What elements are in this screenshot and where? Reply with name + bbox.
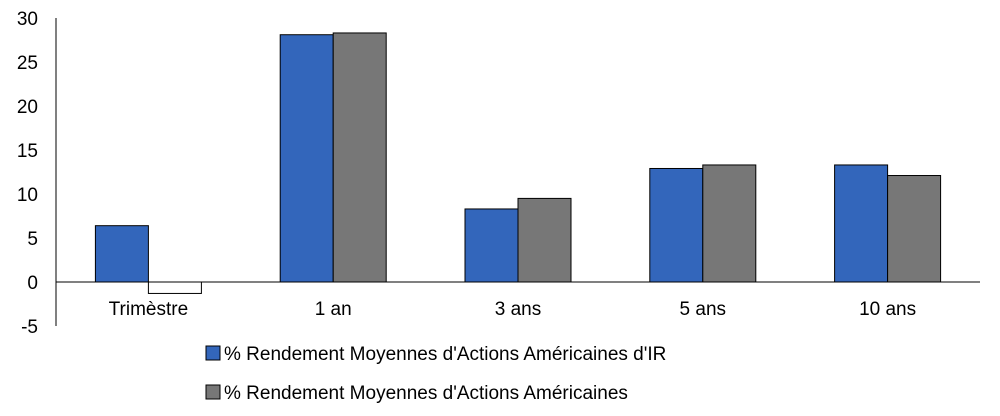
bar-ir-2 <box>464 208 519 283</box>
x-tick-label: 3 ans <box>495 299 541 320</box>
legend-label-1: % Rendement Moyennes d'Actions Américain… <box>224 383 628 404</box>
y-tick-label: 10 <box>17 185 38 206</box>
bar-market-0 <box>147 281 202 294</box>
bar-market-2 <box>517 197 572 283</box>
legend: % Rendement Moyennes d'Actions Américain… <box>205 344 666 404</box>
bar-ir-1 <box>279 34 334 283</box>
y-axis: 30 25 20 15 10 5 0 -5 <box>17 9 57 338</box>
x-axis: Trimèstre 1 an 3 ans 5 ans 10 ans <box>56 281 980 320</box>
x-tick-label: Trimèstre <box>109 299 189 320</box>
bar-market-3 <box>702 164 757 283</box>
legend-label-0: % Rendement Moyennes d'Actions Américain… <box>224 344 666 365</box>
bar-market-1 <box>332 32 387 283</box>
bar-ir-4 <box>834 164 889 283</box>
y-tick-label: 20 <box>17 97 38 118</box>
bar-ir-0 <box>94 225 149 283</box>
y-tick-label: 30 <box>17 9 38 30</box>
legend-swatch-1 <box>205 384 221 400</box>
bar-ir-3 <box>649 167 704 283</box>
bar-market-4 <box>887 175 942 283</box>
legend-swatch-0 <box>205 345 221 361</box>
y-tick-label: 5 <box>27 229 38 250</box>
x-tick-label: 5 ans <box>680 299 726 320</box>
bars <box>94 32 942 294</box>
x-tick-label: 10 ans <box>859 299 916 320</box>
y-tick-label: 15 <box>17 141 38 162</box>
x-tick-label: 1 an <box>315 299 352 320</box>
y-tick-label: 0 <box>27 273 38 294</box>
y-tick-label: -5 <box>21 317 38 338</box>
y-tick-label: 25 <box>17 53 38 74</box>
